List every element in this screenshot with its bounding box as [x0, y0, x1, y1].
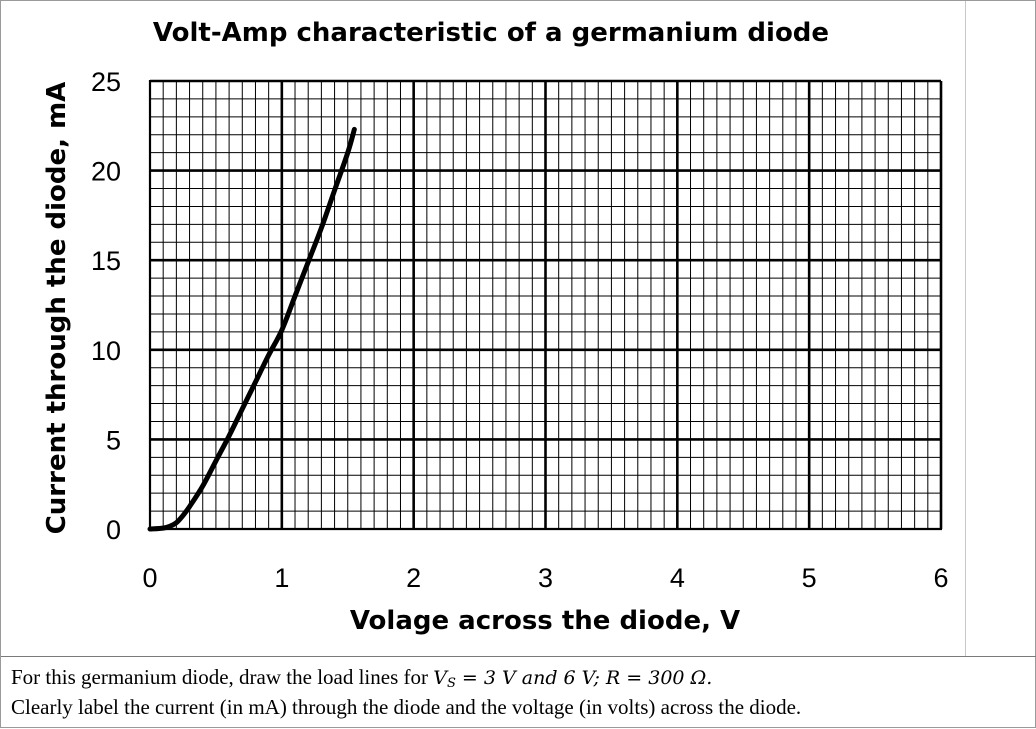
x-tick-label: 3	[538, 563, 553, 593]
series-layer	[147, 126, 357, 532]
y-tick-label: 10	[91, 336, 121, 366]
chart-title: Volt-Amp characteristic of a germanium d…	[153, 18, 829, 48]
y-tick-label: 5	[106, 425, 121, 455]
x-tick-label: 4	[670, 563, 685, 593]
problem-line-2: Clearly label the current (in mA) throug…	[11, 695, 802, 719]
chart-svg: 0 1 2 3 4 5 6 0 5 10 15 20 25 Volt-Amp characteristi…	[42, 18, 949, 636]
y-axis-title: Current through the diode, mA	[42, 82, 72, 535]
y-tick-label: 25	[91, 67, 121, 97]
tick-labels: 0 1 2 3 4 5 6 0 5 10 15 20 25	[91, 67, 949, 593]
problem-statement: For this germanium diode, draw the load …	[1, 656, 1036, 729]
x-tick-label: 5	[802, 563, 817, 593]
x-axis-title: Volage across the diode, V	[350, 606, 740, 636]
vs-math: VS = 3 V and 6 V; R = 300 Ω.	[433, 667, 713, 691]
x-tick-label: 2	[406, 563, 421, 593]
axes	[148, 80, 942, 531]
problem-line-1-text: For this germanium diode, draw the load …	[11, 665, 434, 689]
x-tick-label: 6	[933, 563, 948, 593]
major-gridlines	[150, 79, 943, 529]
diode-iv-curve	[147, 126, 357, 532]
y-tick-label: 20	[91, 157, 121, 187]
chart-area: 0 1 2 3 4 5 6 0 5 10 15 20 25 Volt-Amp characteristi…	[1, 1, 1036, 656]
chart-right-border	[965, 1, 966, 656]
x-tick-label: 0	[142, 563, 157, 593]
problem-line-1: For this germanium diode, draw the load …	[11, 663, 1029, 693]
vs-symbol: V	[433, 667, 447, 689]
vs-subscript: S	[446, 676, 456, 691]
problem-line-1-math: = 3 V and 6 V; R = 300 Ω.	[455, 667, 713, 689]
y-tick-label: 15	[91, 246, 121, 276]
x-tick-label: 1	[274, 563, 289, 593]
y-tick-label: 0	[106, 515, 121, 545]
